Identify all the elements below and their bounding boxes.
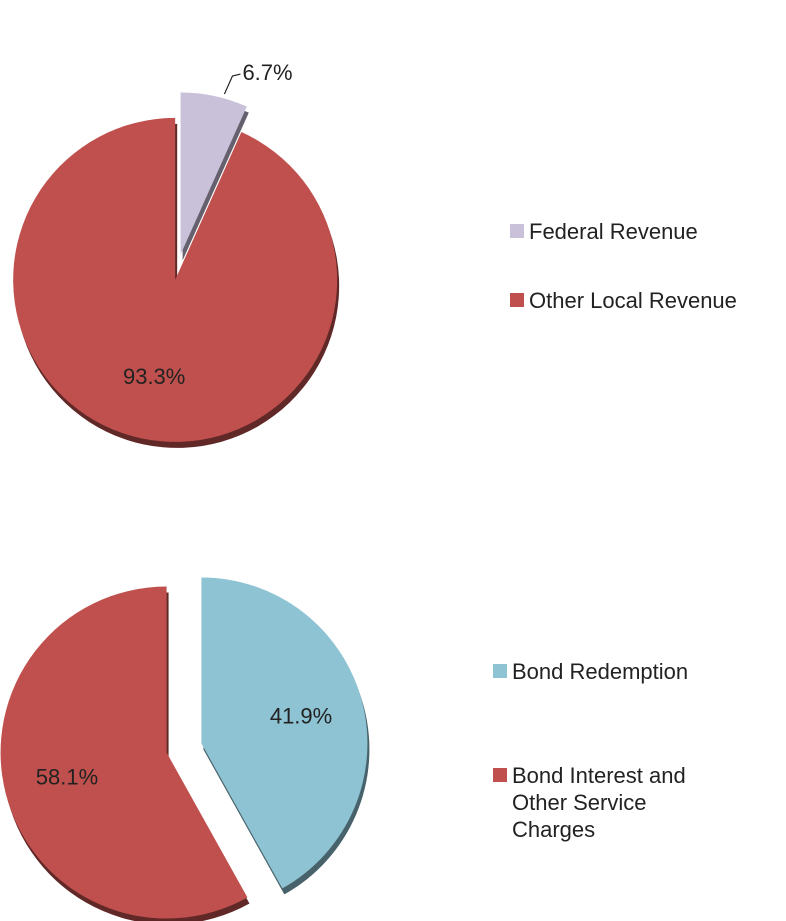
legend-swatch [510,293,524,307]
legend-label: Bond Interest and Other Service Charges [512,763,686,842]
legend-swatch [493,768,507,782]
legend-label: Other Local Revenue [529,288,737,313]
value-label: 93.3% [123,364,185,389]
legend-entry: Bond Redemption [493,658,722,685]
legend-swatch [493,664,507,678]
leader-line [223,73,241,95]
slice [0,586,248,919]
value-label: 6.7% [242,60,292,85]
legend-entry: Federal Revenue [510,218,739,245]
slice [180,92,247,255]
legend-entry: Other Local Revenue [510,287,739,314]
legend-label: Federal Revenue [529,219,698,244]
value-label: 58.1% [36,764,98,789]
legend-entry: Bond Interest and Other Service Charges [493,762,722,843]
slice [201,577,368,889]
slice [13,117,338,442]
legend-label: Bond Redemption [512,659,689,684]
value-label: 41.9% [270,703,332,728]
legend-swatch [510,224,524,238]
